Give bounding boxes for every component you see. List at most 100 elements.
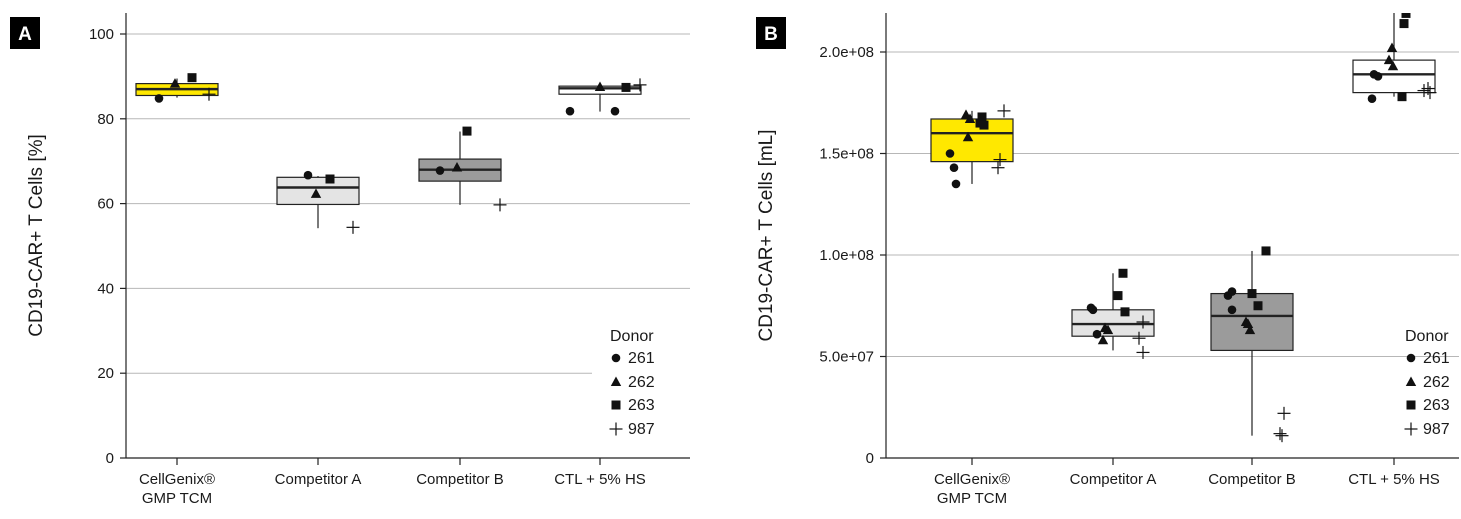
point-circle [945,149,955,158]
series-263 [975,13,1411,317]
point-circle [1373,72,1383,81]
point-triangle [310,188,322,198]
series-262 [960,42,1399,345]
panel-letter: A [18,24,32,45]
y-tick-label: 2.0e+08 [819,44,874,61]
series-261 [945,70,1383,339]
x-tick-label: Competitor B [1208,471,1296,488]
panel-letter: B [764,24,778,45]
point-square [977,112,987,122]
point-plus [493,198,507,212]
point-square [1401,13,1411,18]
x-tick-label: CTL + 5% HS [554,471,646,488]
point-plus [633,78,647,92]
point-circle [951,179,961,189]
point-square [187,73,197,83]
series-987 [202,78,647,234]
point-square [1247,289,1257,299]
y-tick-label: 60 [97,196,114,213]
point-circle [610,106,620,116]
y-tick-label: 100 [89,26,114,43]
legend-entry: 263 [1423,397,1450,414]
point-plus [1132,331,1146,345]
point-triangle [1242,318,1254,329]
point-circle [1367,94,1377,103]
point-circle [1227,287,1237,296]
series-261 [154,94,620,180]
y-tick-label: 40 [97,280,114,297]
x-tick-label: Competitor B [416,471,504,488]
y-tick-label: 20 [97,365,114,382]
panel-a: 0 20 40 60 80 100 CD19-CAR+ T Cells [%] A CellGe… [10,13,690,507]
legend-title: Donor [1405,328,1449,345]
point-plus [1136,315,1150,329]
box-1 [276,176,360,229]
point-circle [565,106,575,116]
point-triangle [1387,60,1399,71]
legend-entry: 262 [628,374,655,391]
y-axis-title: CD19-CAR+ T Cells [mL] [756,129,777,341]
y-tick-label: 5.0e+07 [819,349,874,366]
gridlines [126,33,690,374]
box-iqr [276,176,360,206]
point-square [1113,291,1123,301]
point-circle [303,170,313,180]
legend-marker-square [1406,400,1416,410]
point-triangle [964,113,976,123]
box-iqr [1210,292,1294,352]
panel-letter-badge: A [10,17,40,49]
y-tick-label: 0 [866,450,874,467]
series-262 [169,78,606,198]
panel-letter-badge: B [756,17,786,49]
x-tick-label: CTL + 5% HS [1348,471,1440,488]
panel-b: 0 5.0e+07 1.0e+08 1.5e+08 2.0e+08 CD19-CAR+ T… [756,13,1459,507]
point-plus [202,87,216,101]
x-tick-label: Competitor A [275,471,362,488]
legend-entry: 261 [1423,350,1450,367]
point-circle [154,94,164,103]
point-circle [435,166,445,175]
point-plus [1417,84,1431,98]
legend: Donor 261 262 263 987 [1404,328,1450,438]
y-tick-label: 1.0e+08 [819,247,874,264]
point-plus [346,220,360,234]
legend-title: Donor [610,328,654,345]
x-tick-label: CellGenix® [139,471,215,488]
legend-entry: 987 [628,421,655,438]
point-square [1120,307,1130,317]
point-square [1261,246,1271,256]
point-square [462,126,472,136]
x-tick-label: CellGenix® [934,471,1010,488]
x-tick-label: GMP TCM [142,490,212,507]
y-tick-label: 0 [106,450,114,467]
point-plus [993,153,1007,167]
legend-marker-plus [1404,422,1418,436]
box-iqr [930,118,1014,163]
point-triangle [1097,334,1109,345]
legend-entry: 987 [1423,421,1450,438]
point-square [1118,268,1128,278]
point-triangle [1383,54,1395,65]
y-tick-label: 80 [97,111,114,128]
legend-entry: 262 [1423,374,1450,391]
y-axis-title: CD19-CAR+ T Cells [%] [26,134,47,337]
x-tick-label: Competitor A [1070,471,1157,488]
legend-entry: 261 [628,350,655,367]
legend-marker-circle [1406,353,1416,363]
point-plus [1275,429,1289,443]
point-square [979,120,989,130]
box-1 [1071,273,1155,351]
series-987 [991,82,1437,443]
point-square [1399,19,1409,29]
legend-marker-circle [611,353,621,363]
point-triangle [169,78,181,88]
point-square [1253,301,1263,311]
box-0 [930,110,1014,184]
point-plus [1423,86,1437,100]
legend: Donor 261 262 263 987 [609,328,655,438]
legend-marker-triangle [1405,376,1417,386]
plot-area [930,13,1437,443]
point-plus [1277,406,1291,420]
box-2 [1210,250,1294,436]
point-square [325,174,335,184]
